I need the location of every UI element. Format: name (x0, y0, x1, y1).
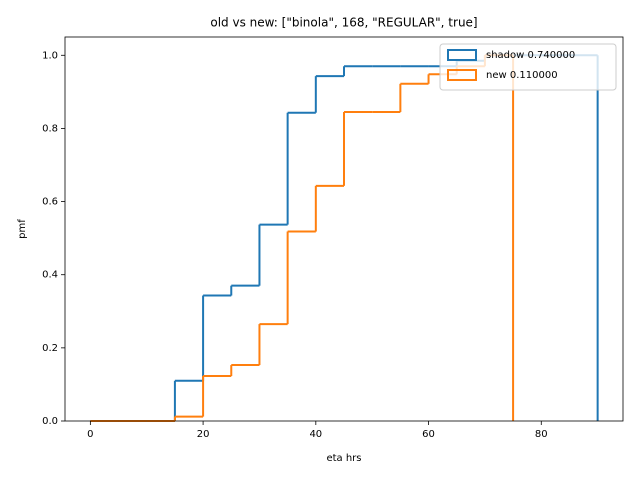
legend-swatch (447, 69, 477, 81)
y-tick-label: 0.4 (42, 270, 58, 281)
chart-title: old vs new: ["binola", 168, "REGULAR", t… (210, 16, 477, 30)
plot-frame (64, 36, 624, 422)
x-tick-label: 20 (197, 429, 210, 440)
y-tick-label: 0.6 (42, 197, 58, 208)
y-tick-label: 0.0 (42, 416, 58, 427)
legend-label: shadow 0.740000 (486, 50, 575, 61)
x-tick-label: 0 (87, 429, 93, 440)
x-tick-label: 60 (422, 429, 435, 440)
x-tick-label: 80 (535, 429, 548, 440)
y-tick-label: 0.8 (42, 123, 58, 134)
legend-box (439, 43, 617, 91)
y-tick-label: 1.0 (42, 50, 58, 61)
x-tick-label: 40 (309, 429, 322, 440)
legend-label: new 0.110000 (486, 70, 558, 81)
legend-swatch (447, 49, 477, 61)
x-axis-label: eta hrs (326, 453, 361, 464)
y-tick-label: 0.2 (42, 343, 58, 354)
y-axis-label: pmf (17, 219, 28, 239)
